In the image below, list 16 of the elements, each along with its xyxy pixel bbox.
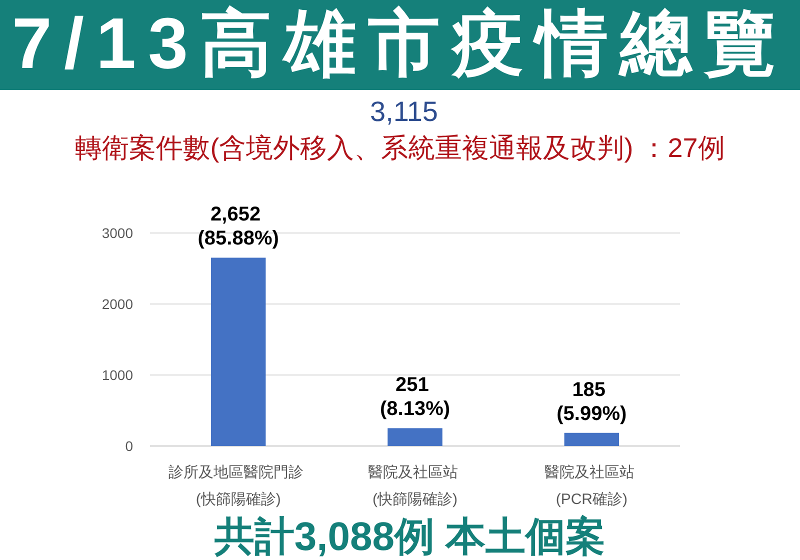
x-tick-label: 診所及地區醫院門診 (快篩陽確診) (168, 464, 308, 508)
bar (210, 258, 266, 446)
x-tick-label: 醫院及社區站 (PCR確診) (544, 464, 639, 508)
bar (388, 428, 442, 446)
y-tick-label: 3000 (102, 225, 134, 241)
text: 轉衛案件數(含境外移入、系統重複通報及改判) ：27例 (75, 133, 725, 163)
data-label: 251 (8.13%) (380, 374, 450, 420)
x-tick-label: 醫院及社區站 (快篩陽確診) (368, 464, 462, 508)
y-tick-label: 1000 (102, 367, 134, 383)
data-label: 2,652 (85.88%) (198, 204, 279, 250)
text: 3,115 (370, 96, 438, 127)
text: 共計3,088例 本土個案 (213, 514, 606, 559)
data-label: 185 (5.99%) (556, 378, 627, 425)
y-tick-label: 2000 (102, 296, 134, 312)
bar (564, 432, 620, 446)
y-tick-label: 0 (125, 438, 134, 454)
